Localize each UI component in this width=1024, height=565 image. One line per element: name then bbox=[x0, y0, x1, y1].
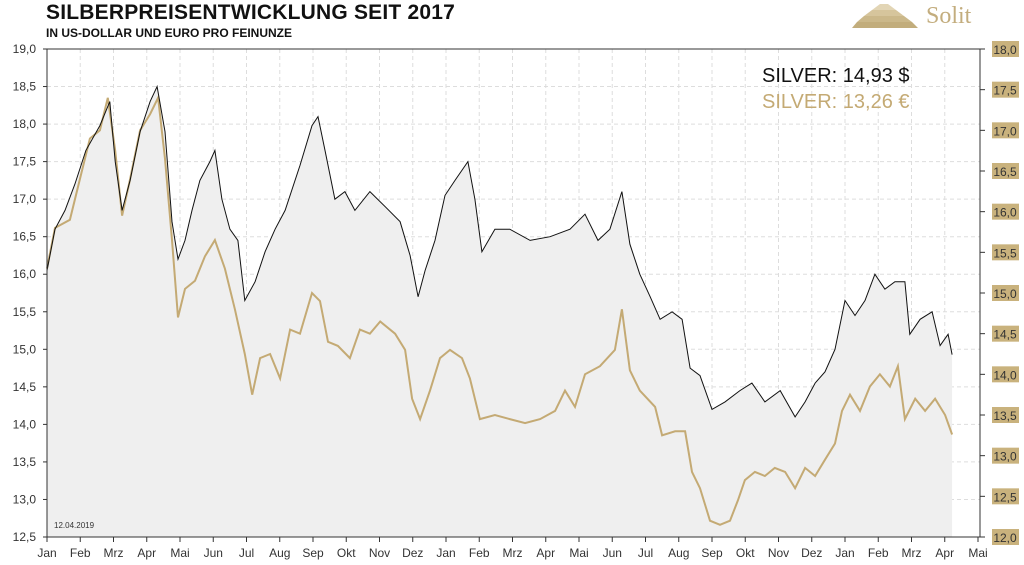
x-tick-label: Mrz bbox=[902, 546, 922, 560]
x-tick-label: Aug bbox=[668, 546, 689, 560]
y-right-tick-label: 14,0 bbox=[993, 368, 1017, 382]
y-left-tick-label: 15,5 bbox=[13, 305, 37, 319]
x-tick-label: Dez bbox=[801, 546, 822, 560]
y-left-tick-label: 13,0 bbox=[13, 492, 37, 506]
y-right-tick-box bbox=[992, 122, 1019, 139]
y-right-tick-label: 15,0 bbox=[993, 287, 1017, 301]
x-tick-label: Mai bbox=[170, 546, 189, 560]
y-right-tick-box bbox=[992, 366, 1019, 383]
y-right-tick-box bbox=[992, 325, 1019, 342]
y-right-tick-label: 17,5 bbox=[993, 84, 1017, 98]
x-tick-label: Jan bbox=[835, 546, 854, 560]
logo-text: Solit bbox=[926, 3, 972, 29]
x-tick-label: Mrz bbox=[503, 546, 523, 560]
y-right-tick-label: 15,5 bbox=[993, 246, 1017, 260]
x-tick-label: Aug bbox=[269, 546, 290, 560]
y-left-tick-label: 15,0 bbox=[13, 342, 37, 356]
y-right-tick-box bbox=[992, 407, 1019, 423]
x-tick-label: Okt bbox=[736, 546, 755, 560]
y-left-tick-label: 16,0 bbox=[13, 267, 37, 281]
x-tick-label: Sep bbox=[302, 546, 324, 560]
chart-subtitle: IN US-DOLLAR UND EURO PRO FEINUNZE bbox=[46, 26, 292, 40]
y-right-tick-box bbox=[992, 244, 1019, 261]
x-tick-label: Nov bbox=[369, 546, 390, 560]
solit-logo-icon bbox=[852, 4, 918, 28]
x-tick-label: Jan bbox=[37, 546, 56, 560]
usd-series-line bbox=[46, 84, 953, 418]
y-right-tick-label: 18,0 bbox=[993, 43, 1017, 57]
y-left-tick-label: 14,5 bbox=[13, 380, 37, 394]
y-right-tick-label: 12,0 bbox=[993, 531, 1017, 545]
y-left-tick-label: 18,0 bbox=[13, 117, 37, 131]
y-left-tick-label: 17,5 bbox=[13, 155, 37, 169]
date-note: 12.04.2019 bbox=[54, 521, 95, 530]
y-right-tick-label: 17,0 bbox=[993, 124, 1017, 138]
y-left-tick-label: 16,5 bbox=[13, 230, 37, 244]
x-tick-label: Jun bbox=[603, 546, 622, 560]
x-tick-label: Jun bbox=[204, 546, 223, 560]
x-tick-label: Jan bbox=[436, 546, 455, 560]
x-tick-label: Feb bbox=[868, 546, 889, 560]
x-tick-label: Mai bbox=[569, 546, 588, 560]
y-right-tick-box bbox=[992, 529, 1019, 545]
x-tick-label: Jul bbox=[638, 546, 653, 560]
usd-area-fill bbox=[47, 86, 953, 537]
y-right-tick-label: 12,5 bbox=[993, 490, 1017, 504]
y-right-tick-box bbox=[992, 488, 1019, 505]
y-left-tick-label: 12,5 bbox=[13, 530, 37, 544]
y-right-tick-box bbox=[992, 285, 1019, 301]
y-left-tick-label: 17,0 bbox=[13, 192, 37, 206]
y-right-tick-box bbox=[992, 81, 1019, 98]
y-left-tick-label: 19,0 bbox=[13, 42, 37, 56]
y-right-tick-label: 13,5 bbox=[993, 409, 1017, 423]
y-right-tick-box bbox=[992, 203, 1019, 220]
x-tick-label: Mrz bbox=[104, 546, 124, 560]
x-tick-label: Feb bbox=[469, 546, 490, 560]
y-left-tick-label: 14,0 bbox=[13, 417, 37, 431]
x-tick-label: Jul bbox=[239, 546, 254, 560]
y-right-tick-box bbox=[992, 41, 1019, 57]
y-right-tick-box bbox=[992, 447, 1019, 464]
x-tick-label: Mai bbox=[968, 546, 987, 560]
chart-title: SILBERPREISENTWICKLUNG SEIT 2017 bbox=[46, 1, 455, 24]
y-right-tick-label: 16,5 bbox=[993, 165, 1017, 179]
x-tick-label: Apr bbox=[137, 546, 156, 560]
y-left-tick-label: 13,5 bbox=[13, 455, 37, 469]
y-right-tick-label: 13,0 bbox=[993, 450, 1017, 464]
legend-usd: SILVER: 14,93 $ bbox=[762, 65, 910, 87]
x-tick-label: Okt bbox=[337, 546, 356, 560]
legend-eur: SILVER: 13,26 € bbox=[762, 91, 910, 113]
x-tick-label: Apr bbox=[536, 546, 555, 560]
eur-series-line bbox=[46, 94, 954, 526]
x-tick-label: Apr bbox=[935, 546, 954, 560]
x-tick-label: Sep bbox=[701, 546, 723, 560]
y-right-tick-label: 16,0 bbox=[993, 206, 1017, 220]
x-tick-label: Nov bbox=[768, 546, 789, 560]
y-left-tick-label: 18,5 bbox=[13, 80, 37, 94]
x-tick-label: Dez bbox=[402, 546, 423, 560]
y-right-tick-label: 14,5 bbox=[993, 328, 1017, 342]
x-tick-label: Feb bbox=[70, 546, 91, 560]
y-right-tick-box bbox=[992, 163, 1019, 179]
